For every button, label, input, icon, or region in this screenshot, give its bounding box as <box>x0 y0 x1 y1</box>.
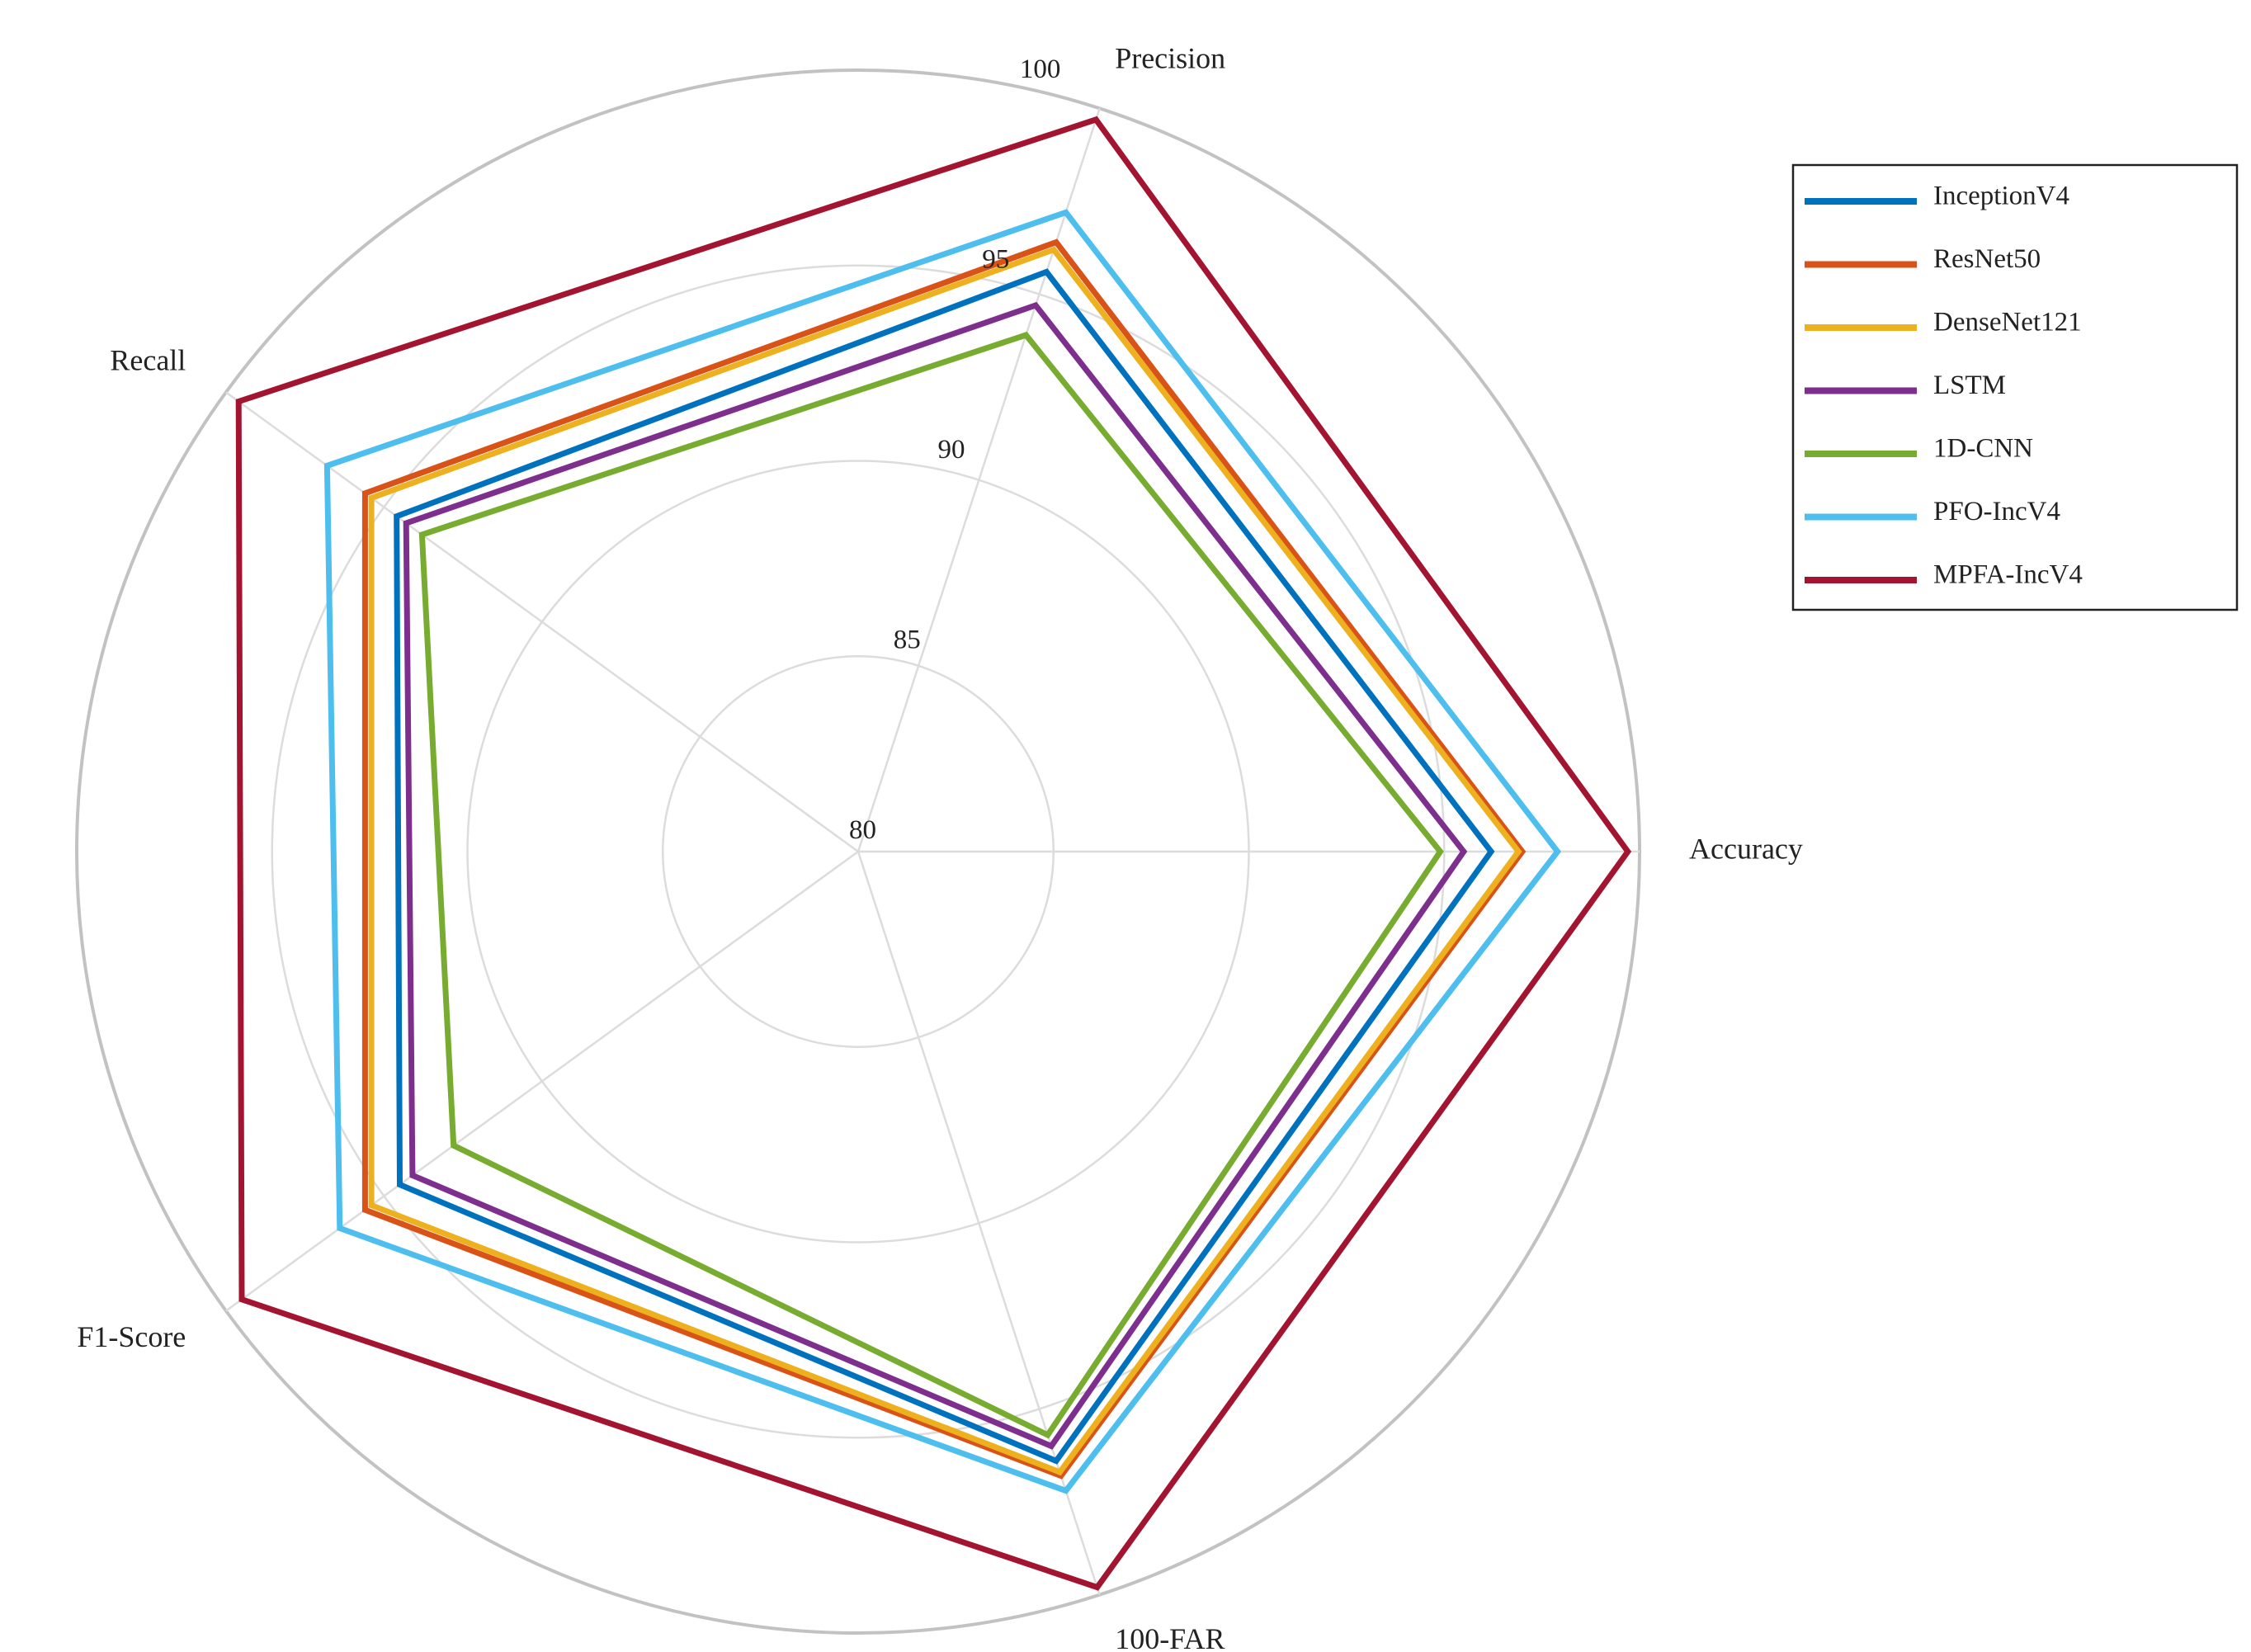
series-pfo-incv4 <box>323 209 1562 1494</box>
series-1d-cnn <box>418 331 1444 1439</box>
legend-label-1d-cnn: 1D-CNN <box>1933 434 2033 464</box>
spoke-100-far <box>857 851 1101 1596</box>
legend-label-resnet50: ResNet50 <box>1933 244 2041 274</box>
radial-tick-100: 100 <box>1020 54 1061 84</box>
series-resnet50 <box>361 238 1527 1480</box>
radial-tick-95: 95 <box>982 244 1009 274</box>
radial-tick-90: 90 <box>938 435 965 465</box>
axis-label-accuracy: Accuracy <box>1689 832 1803 865</box>
spoke-recall <box>225 391 859 853</box>
axis-label-100-far: 100-FAR <box>1115 1622 1225 1652</box>
legend-label-lstm: LSTM <box>1933 371 2006 400</box>
spoke-precision <box>857 107 1101 852</box>
legend-label-inceptionv4: InceptionV4 <box>1933 182 2069 211</box>
radar-series <box>235 116 1632 1591</box>
axis-label-recall: Recall <box>110 343 186 376</box>
spoke-f1-score <box>225 850 859 1312</box>
legend-label-densenet121: DenseNet121 <box>1933 308 2082 337</box>
legend-label-mpfa-incv4: MPFA-IncV4 <box>1933 560 2083 590</box>
legend: InceptionV4 ResNet50 DenseNet121 LSTM 1D-CNN… <box>1791 163 2239 611</box>
legend-label-pfo-incv4: PFO-IncV4 <box>1933 497 2060 526</box>
series-inceptionv4 <box>394 268 1495 1465</box>
axis-label-precision: Precision <box>1115 42 1225 75</box>
series-densenet121 <box>368 246 1522 1476</box>
radar-labels: 80 85 90 95 100 Accuracy Precision Recall F1-Sco… <box>77 42 1803 1652</box>
series-lstm <box>403 301 1468 1450</box>
radial-tick-85: 85 <box>894 625 921 655</box>
radial-tick-80: 80 <box>849 815 876 845</box>
axis-label-f1-score: F1-Score <box>77 1320 186 1353</box>
series-mpfa-incv4 <box>235 116 1632 1591</box>
